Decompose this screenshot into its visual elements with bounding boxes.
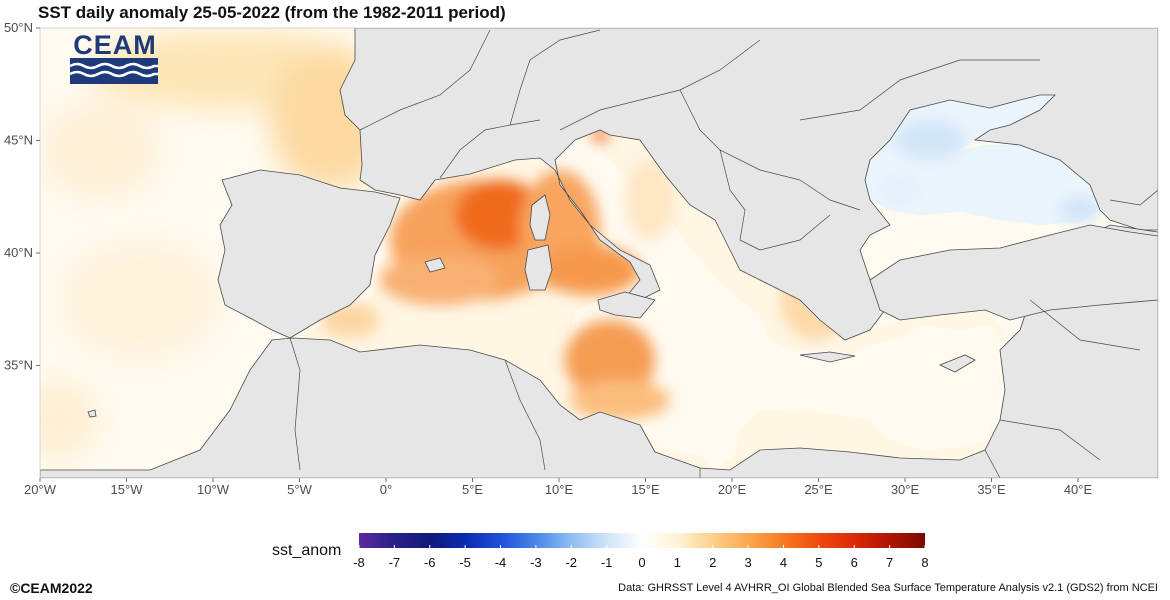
legend-tick-label: -8 (353, 555, 365, 570)
lon-tick-label: 25°E (804, 482, 833, 497)
lon-tick-label: 20°E (718, 482, 747, 497)
country-borders (289, 29, 1141, 478)
lon-tick-label: 5°W (287, 482, 312, 497)
lon-tick-label: 5°E (462, 482, 483, 497)
lon-tick-label: 10°E (545, 482, 574, 497)
legend-tick-label: 1 (674, 555, 681, 570)
ceam-logo: CEAM (70, 30, 160, 86)
latitude-axis: 50°N 45°N 40°N 35°N (4, 20, 40, 373)
copyright-label: ©CEAM2022 (10, 580, 93, 596)
lat-tick-label: 45°N (4, 133, 33, 148)
lat-tick-label: 40°N (4, 245, 33, 260)
legend-tick-label: -4 (495, 555, 507, 570)
legend-tick-label: 2 (709, 555, 716, 570)
legend-tick-label: -1 (601, 555, 613, 570)
legend-tick-label: -7 (389, 555, 401, 570)
legend-title: sst_anom (272, 542, 342, 559)
legend-tick-label: -2 (565, 555, 577, 570)
lon-tick-label: 30°E (891, 482, 920, 497)
legend-tick-label: 8 (921, 555, 928, 570)
lat-tick-label: 50°N (4, 20, 33, 35)
lon-tick-label: 40°E (1064, 482, 1093, 497)
legend-tick-label: 5 (815, 555, 822, 570)
legend-colorbar (359, 533, 925, 548)
lon-tick-label: 15°W (111, 482, 144, 497)
legend-tick-label: 3 (745, 555, 752, 570)
legend-tick-label: 6 (851, 555, 858, 570)
lon-tick-label: 0° (380, 482, 392, 497)
data-source-label: Data: GHRSST Level 4 AVHRR_OI Global Ble… (618, 582, 1158, 594)
lon-tick-label: 35°E (977, 482, 1006, 497)
lon-tick-label: 15°E (631, 482, 660, 497)
lon-tick-label: 10°W (197, 482, 230, 497)
longitude-axis: 20°W 15°W 10°W 5°W 0° 5°E 10°E 15°E 20°E 25°E 30°E… (24, 478, 1092, 497)
legend-tick-labels: -8 -7 -6 -5 -4 -3 -2 -1 0 1 2 3 4 5 6 7 8 (353, 545, 929, 570)
legend-tick-label: 4 (780, 555, 787, 570)
islands (87, 194, 976, 418)
lat-tick-label: 35°N (4, 358, 33, 373)
map-title: SST daily anomaly 25-05-2022 (from the 1… (38, 3, 506, 22)
land (40, 28, 1158, 478)
legend-tick-label: 7 (886, 555, 893, 570)
legend-tick-label: -3 (530, 555, 542, 570)
legend-tick-label: 0 (638, 555, 645, 570)
logo-text: CEAM (73, 30, 157, 60)
lon-tick-label: 20°W (24, 482, 57, 497)
legend-tick-label: -6 (424, 555, 436, 570)
legend-tick-label: -5 (459, 555, 471, 570)
